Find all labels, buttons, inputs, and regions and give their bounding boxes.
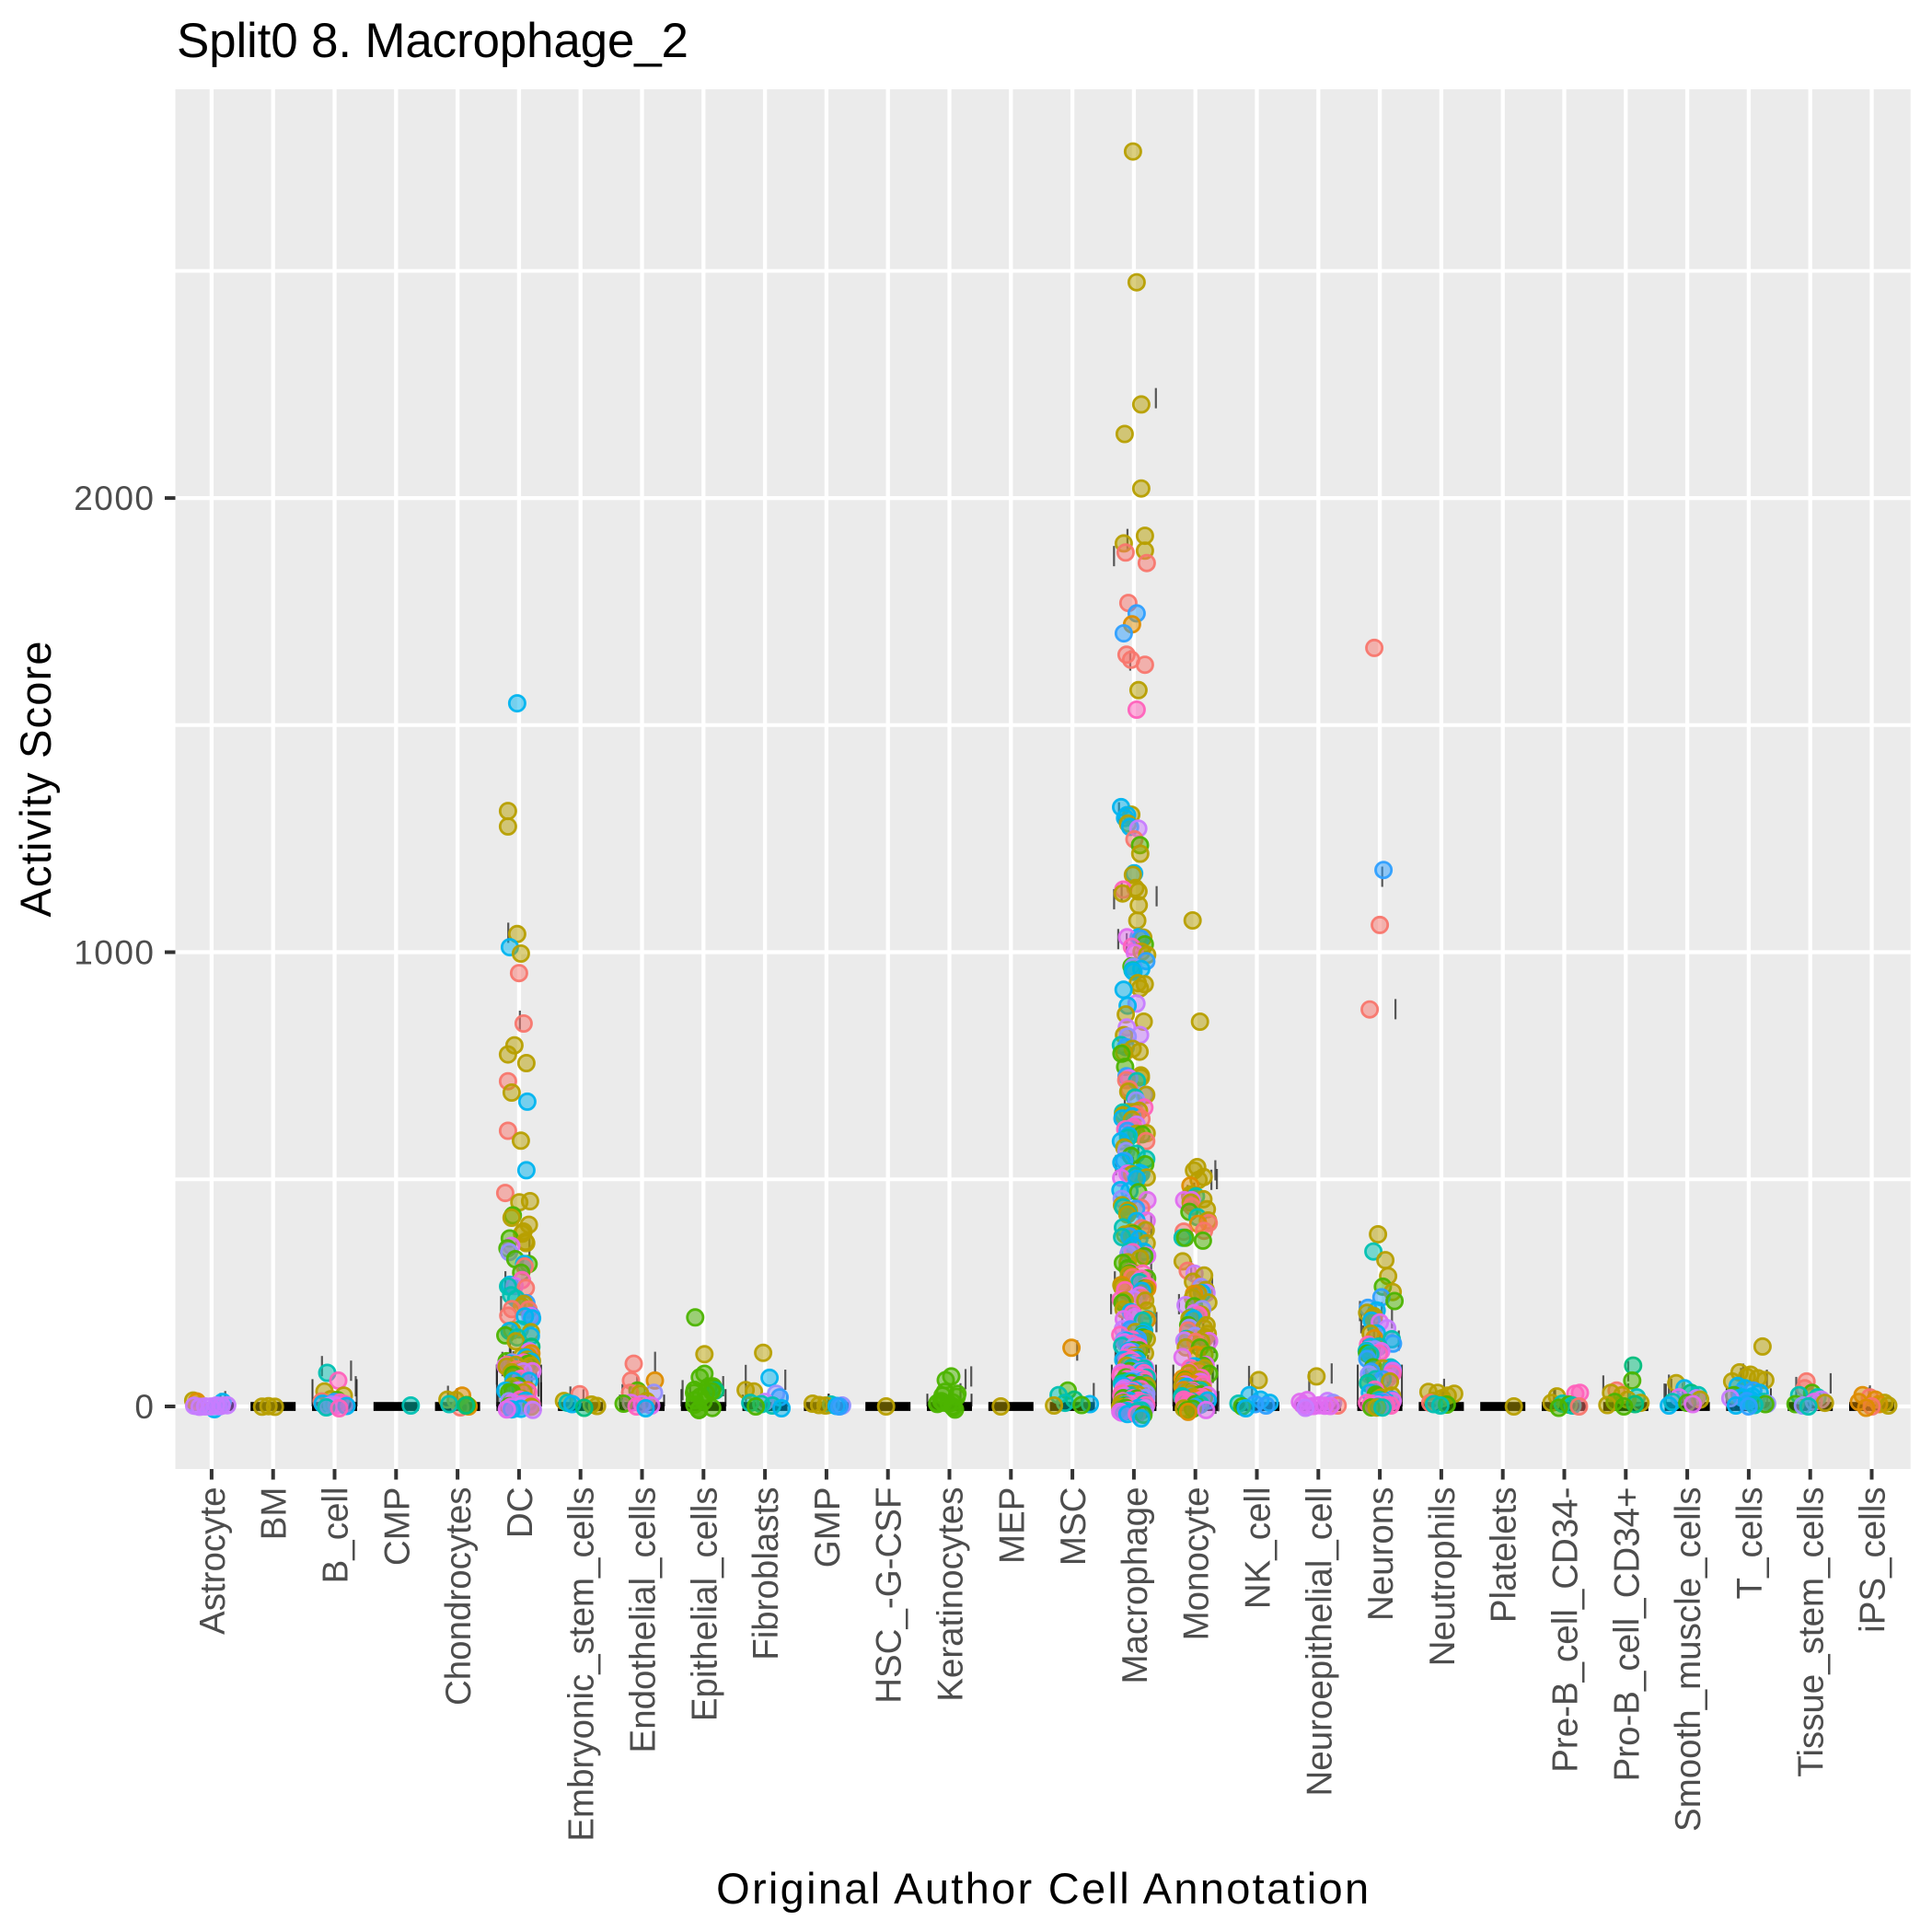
svg-text:Chondrocytes: Chondrocytes [439,1487,479,1706]
svg-text:Neutrophils: Neutrophils [1423,1487,1463,1667]
svg-text:Fibroblasts: Fibroblasts [746,1487,786,1660]
svg-text:Macrophage: Macrophage [1116,1487,1155,1684]
svg-text:Pre-B_cell_CD34-: Pre-B_cell_CD34- [1546,1487,1586,1773]
svg-text:BM: BM [255,1487,295,1541]
svg-text:Split0 8. Macrophage_2: Split0 8. Macrophage_2 [177,14,688,68]
svg-text:Activity Score: Activity Score [11,642,60,918]
svg-text:0: 0 [134,1388,155,1426]
svg-text:HSC_-G-CSF: HSC_-G-CSF [870,1487,909,1704]
svg-text:GMP: GMP [808,1487,848,1568]
svg-text:Neuroepithelial_cell: Neuroepithelial_cell [1300,1487,1339,1797]
svg-text:Platelets: Platelets [1485,1487,1524,1624]
svg-text:MEP: MEP [992,1487,1032,1564]
svg-text:Epithelial_cells: Epithelial_cells [685,1487,724,1722]
svg-text:NK_cell: NK_cell [1239,1487,1278,1610]
svg-text:2000: 2000 [74,480,155,517]
svg-text:Astrocyte: Astrocyte [193,1487,233,1635]
svg-text:MSC: MSC [1054,1487,1093,1567]
svg-text:Tissue_stem_cells: Tissue_stem_cells [1792,1487,1832,1777]
svg-text:Monocyte: Monocyte [1177,1487,1217,1641]
svg-text:Pro-B_cell_CD34+: Pro-B_cell_CD34+ [1607,1487,1647,1782]
svg-text:Embryonic_stem_cells: Embryonic_stem_cells [562,1487,602,1842]
svg-text:DC: DC [501,1487,540,1539]
svg-text:Keratinocytes: Keratinocytes [931,1487,971,1702]
svg-text:Smooth_muscle_cells: Smooth_muscle_cells [1669,1487,1708,1832]
svg-text:T_cells: T_cells [1730,1487,1770,1600]
svg-text:Endothelial_cells: Endothelial_cells [624,1487,664,1753]
svg-text:B_cell: B_cell [317,1487,356,1584]
svg-text:Neurons: Neurons [1361,1487,1401,1622]
svg-text:1000: 1000 [74,934,155,972]
svg-text:iPS_cells: iPS_cells [1854,1487,1893,1633]
svg-text:CMP: CMP [377,1487,417,1567]
svg-text:Original Author Cell Annotatio: Original Author Cell Annotation [716,1864,1369,1913]
